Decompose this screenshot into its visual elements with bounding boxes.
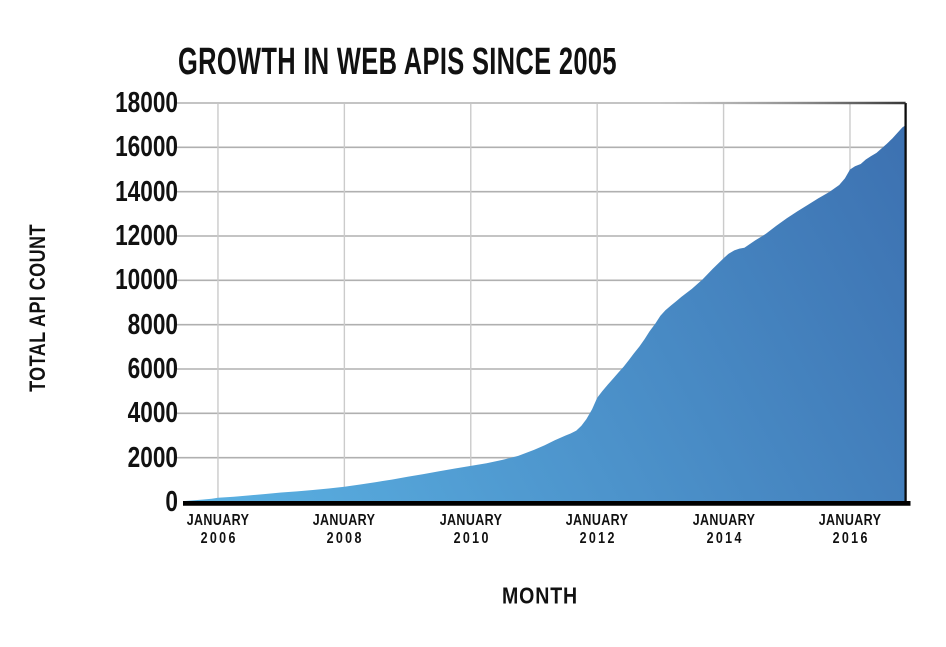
x-tick-month: JANUARY: [565, 512, 629, 529]
x-tick-label-2010: JANUARY 2010: [420, 512, 521, 548]
y-tick-label-8000: 8000: [127, 308, 178, 341]
x-tick-year: 2016: [832, 530, 870, 547]
x-tick-year: 2010: [453, 530, 491, 547]
x-tick-month: JANUARY: [313, 512, 376, 529]
x-axis-title: MONTH: [502, 582, 578, 609]
x-tick-year: 2008: [326, 530, 365, 547]
y-tick-label-10000: 10000: [115, 264, 178, 297]
x-tick-year: 2006: [200, 530, 238, 547]
api-count-area-series: [183, 125, 906, 502]
y-tick-label-18000: 18000: [115, 87, 178, 119]
chart-title: GROWTH IN WEB APIS SINCE 2005: [178, 41, 617, 83]
x-tick-month: JANUARY: [818, 512, 882, 529]
y-tick-label-14000: 14000: [115, 175, 178, 208]
y-axis-title: TOTAL API COUNT: [25, 224, 50, 392]
y-tick-label-12000: 12000: [115, 220, 178, 252]
x-tick-month: JANUARY: [439, 512, 503, 529]
x-tick-label-2008: JANUARY 2008: [294, 512, 395, 548]
x-tick-label-2012: JANUARY 2012: [546, 512, 647, 548]
x-tick-year: 2012: [579, 530, 617, 547]
x-tick-month: JANUARY: [186, 512, 250, 529]
x-tick-month: JANUARY: [692, 512, 755, 529]
x-tick-label-2014: JANUARY 2014: [673, 512, 774, 548]
x-tick-label-2006: JANUARY 2006: [167, 512, 268, 548]
y-tick-label-4000: 4000: [127, 397, 178, 430]
y-tick-label-6000: 6000: [127, 353, 178, 385]
x-tick-label-2016: JANUARY 2016: [799, 512, 900, 548]
y-tick-label-16000: 16000: [115, 131, 178, 164]
y-tick-label-2000: 2000: [127, 441, 178, 474]
y-tick-label-0: 0: [165, 486, 178, 518]
x-tick-year: 2014: [706, 530, 744, 547]
